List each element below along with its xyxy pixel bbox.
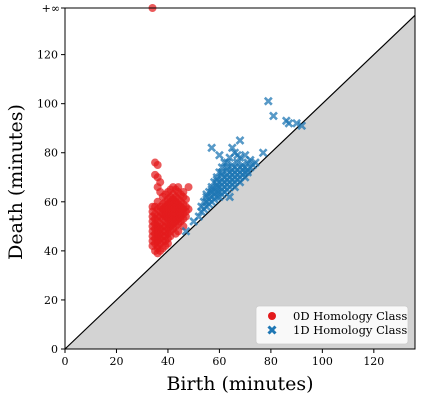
legend-marker-0d <box>268 312 276 320</box>
point-1d <box>292 118 302 128</box>
point-0d <box>179 222 188 231</box>
point-1d <box>251 158 260 167</box>
x-tick-label: 0 <box>62 355 69 368</box>
point-0d <box>151 170 160 179</box>
x-tick-label: 20 <box>109 355 123 368</box>
point-1d <box>233 158 242 167</box>
y-axis-label: Death (minutes) <box>5 104 27 260</box>
point-1d <box>212 175 222 185</box>
x-tick-label: 60 <box>212 355 226 368</box>
legend-marker-1d <box>267 325 277 335</box>
point-1d <box>238 160 247 170</box>
point-1d <box>263 96 273 106</box>
x-tick-label: 40 <box>161 355 175 368</box>
point-0d <box>174 227 183 236</box>
point-1d <box>227 160 237 170</box>
point-1d <box>194 212 204 221</box>
point-1d <box>233 150 242 160</box>
point-1d <box>199 197 209 207</box>
legend: 0D Homology Class 1D Homology Class <box>255 305 409 345</box>
point-1d <box>269 111 278 121</box>
point-0d <box>153 197 162 206</box>
x-tick-label: 100 <box>312 355 333 368</box>
point-1d <box>207 143 217 153</box>
point-0d <box>181 195 190 204</box>
point-0d <box>153 161 162 170</box>
x-axis-label: Birth (minutes) <box>166 373 313 395</box>
point-1d <box>181 226 191 236</box>
point-0d <box>161 190 170 199</box>
y-tick-label: 20 <box>44 294 58 307</box>
point-0d <box>181 212 190 221</box>
point-0d <box>184 205 193 214</box>
point-0d <box>184 183 193 192</box>
point-1d <box>297 121 307 131</box>
point-0d <box>166 185 175 194</box>
point-1d <box>207 187 217 197</box>
point-1d <box>240 172 250 182</box>
axis-ticks: 0 20 40 60 80 100 120 0 20 40 60 80 100 120 <box>37 7 384 368</box>
point-1d <box>225 192 235 202</box>
point-0d <box>174 183 183 192</box>
point-0d <box>179 187 188 196</box>
legend-label-0d: 0D Homology Class <box>293 309 407 323</box>
infinity-tick-label: +∞ <box>42 2 60 15</box>
y-tick-label: 80 <box>44 147 58 160</box>
x-tick-label: 80 <box>264 355 278 368</box>
y-tick-label: 100 <box>37 98 58 111</box>
point-1d <box>258 148 268 158</box>
point-1d <box>222 158 232 167</box>
y-tick-label: 60 <box>44 196 58 209</box>
plot-frame <box>64 7 416 350</box>
point-1d <box>284 118 294 128</box>
plot-area <box>64 4 416 350</box>
point-1d <box>214 150 224 160</box>
y-tick-label: 40 <box>44 245 58 258</box>
x-tick-label: 120 <box>363 355 384 368</box>
point-1d <box>243 167 253 177</box>
point-1d <box>202 190 211 199</box>
point-1d <box>196 202 206 212</box>
point-1d <box>235 136 245 145</box>
y-tick-label: 120 <box>37 49 58 62</box>
legend-box <box>255 305 409 345</box>
point-1d <box>245 155 255 165</box>
point-1d <box>227 143 237 153</box>
y-tick-label: 0 <box>51 343 58 356</box>
legend-label-1d: 1D Homology Class <box>293 323 407 337</box>
